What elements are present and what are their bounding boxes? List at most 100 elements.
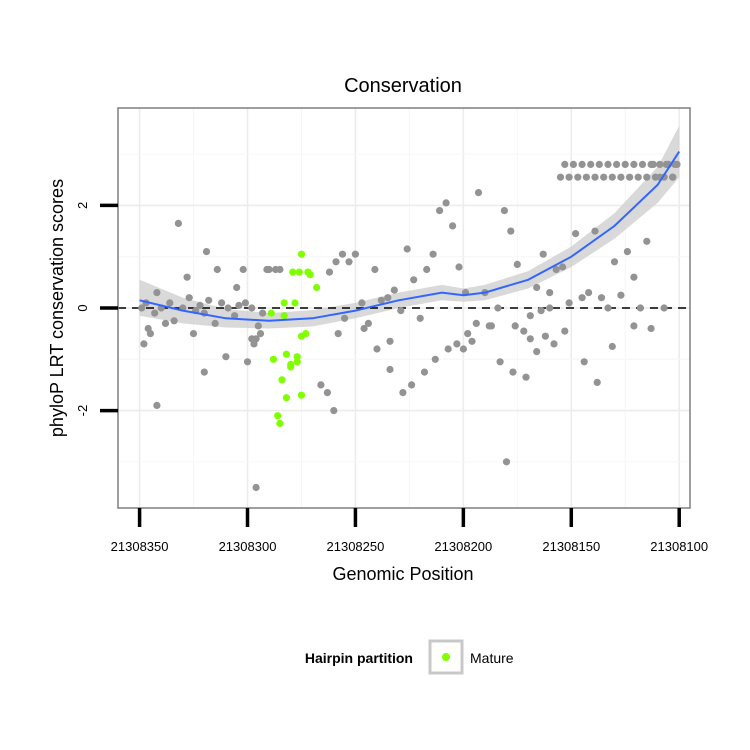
mature-point (291, 299, 299, 307)
data-point (595, 160, 603, 168)
data-point (146, 330, 154, 338)
mature-point (287, 360, 295, 368)
data-point (138, 304, 146, 312)
x-axis: 21308350 21308300 21308250 21308200 21308150… (111, 508, 708, 554)
data-point (585, 289, 593, 297)
data-point (580, 358, 588, 366)
data-point (494, 304, 502, 312)
data-point (513, 260, 521, 268)
data-point (578, 294, 586, 302)
data-point (241, 299, 249, 307)
mature-point (282, 350, 290, 358)
data-point (507, 227, 515, 235)
legend-label-mature: Mature (470, 650, 514, 666)
data-point (643, 237, 651, 245)
data-point (541, 332, 550, 340)
y-tick-label: 2 (75, 202, 90, 209)
data-point (364, 319, 372, 327)
data-point (151, 309, 159, 317)
data-point (539, 250, 547, 258)
data-point (669, 173, 677, 181)
grid (118, 108, 690, 508)
data-point (630, 322, 638, 330)
data-point (330, 407, 338, 415)
data-point (403, 245, 411, 253)
data-point (591, 227, 599, 235)
mature-point (289, 268, 297, 276)
data-point (574, 173, 582, 181)
mature-point (313, 283, 321, 292)
data-point (345, 258, 353, 266)
mature-point (302, 330, 310, 338)
data-point (569, 160, 578, 168)
legend-key-mature-point (442, 653, 450, 661)
data-point (161, 319, 170, 327)
data-point (248, 335, 256, 343)
data-point (565, 299, 573, 307)
data-point (248, 304, 256, 312)
data-point (552, 265, 560, 274)
data-point (239, 265, 247, 274)
data-point (259, 309, 267, 317)
data-point (233, 283, 241, 292)
data-point (200, 368, 208, 376)
data-point (593, 378, 601, 386)
mature-point (278, 376, 286, 384)
data-point (587, 160, 595, 168)
data-point (556, 173, 565, 181)
mature-point (297, 391, 306, 399)
data-point (496, 358, 504, 366)
data-point (442, 199, 450, 207)
data-point (453, 340, 461, 348)
x-tick-label: 21308200 (434, 539, 492, 554)
x-tick-label: 21308350 (111, 539, 169, 554)
data-point (455, 263, 463, 271)
data-point (231, 312, 239, 320)
data-point (140, 340, 148, 348)
data-point (377, 296, 385, 304)
data-point (546, 289, 554, 297)
data-point (371, 265, 379, 274)
data-point (626, 173, 634, 181)
data-point (153, 289, 161, 297)
mature-point (280, 312, 288, 320)
data-point (630, 273, 638, 281)
data-point (317, 381, 325, 389)
data-point (533, 348, 541, 356)
chart-title: Conservation (344, 75, 462, 97)
data-point (416, 314, 424, 322)
x-tick-label: 21308300 (219, 539, 277, 554)
data-point (334, 330, 342, 338)
legend: Hairpin partition Mature (305, 639, 514, 675)
data-point (634, 173, 642, 181)
mature-point (276, 419, 284, 427)
points-layer (138, 160, 681, 492)
data-point (252, 483, 260, 492)
data-point (520, 327, 528, 335)
data-point (338, 250, 347, 258)
data-point (608, 342, 616, 351)
data-point (444, 345, 452, 353)
data-point (254, 322, 262, 330)
data-point (550, 340, 558, 348)
x-tick-label: 21308250 (327, 539, 385, 554)
data-point (222, 353, 230, 361)
data-point (591, 173, 599, 181)
data-point (196, 301, 204, 309)
data-point (256, 330, 265, 338)
data-point (358, 299, 366, 307)
data-point (656, 160, 664, 168)
data-point (386, 337, 394, 345)
data-point (472, 319, 480, 327)
data-point (613, 160, 621, 168)
legend-key-box (428, 639, 464, 675)
data-point (565, 173, 573, 181)
data-point (373, 345, 381, 353)
data-point (384, 294, 392, 302)
data-point (511, 322, 519, 330)
smooth-line (139, 151, 681, 322)
data-point (604, 160, 612, 168)
x-axis-label: Genomic Position (332, 564, 473, 584)
y-tick-label: 0 (75, 304, 90, 311)
